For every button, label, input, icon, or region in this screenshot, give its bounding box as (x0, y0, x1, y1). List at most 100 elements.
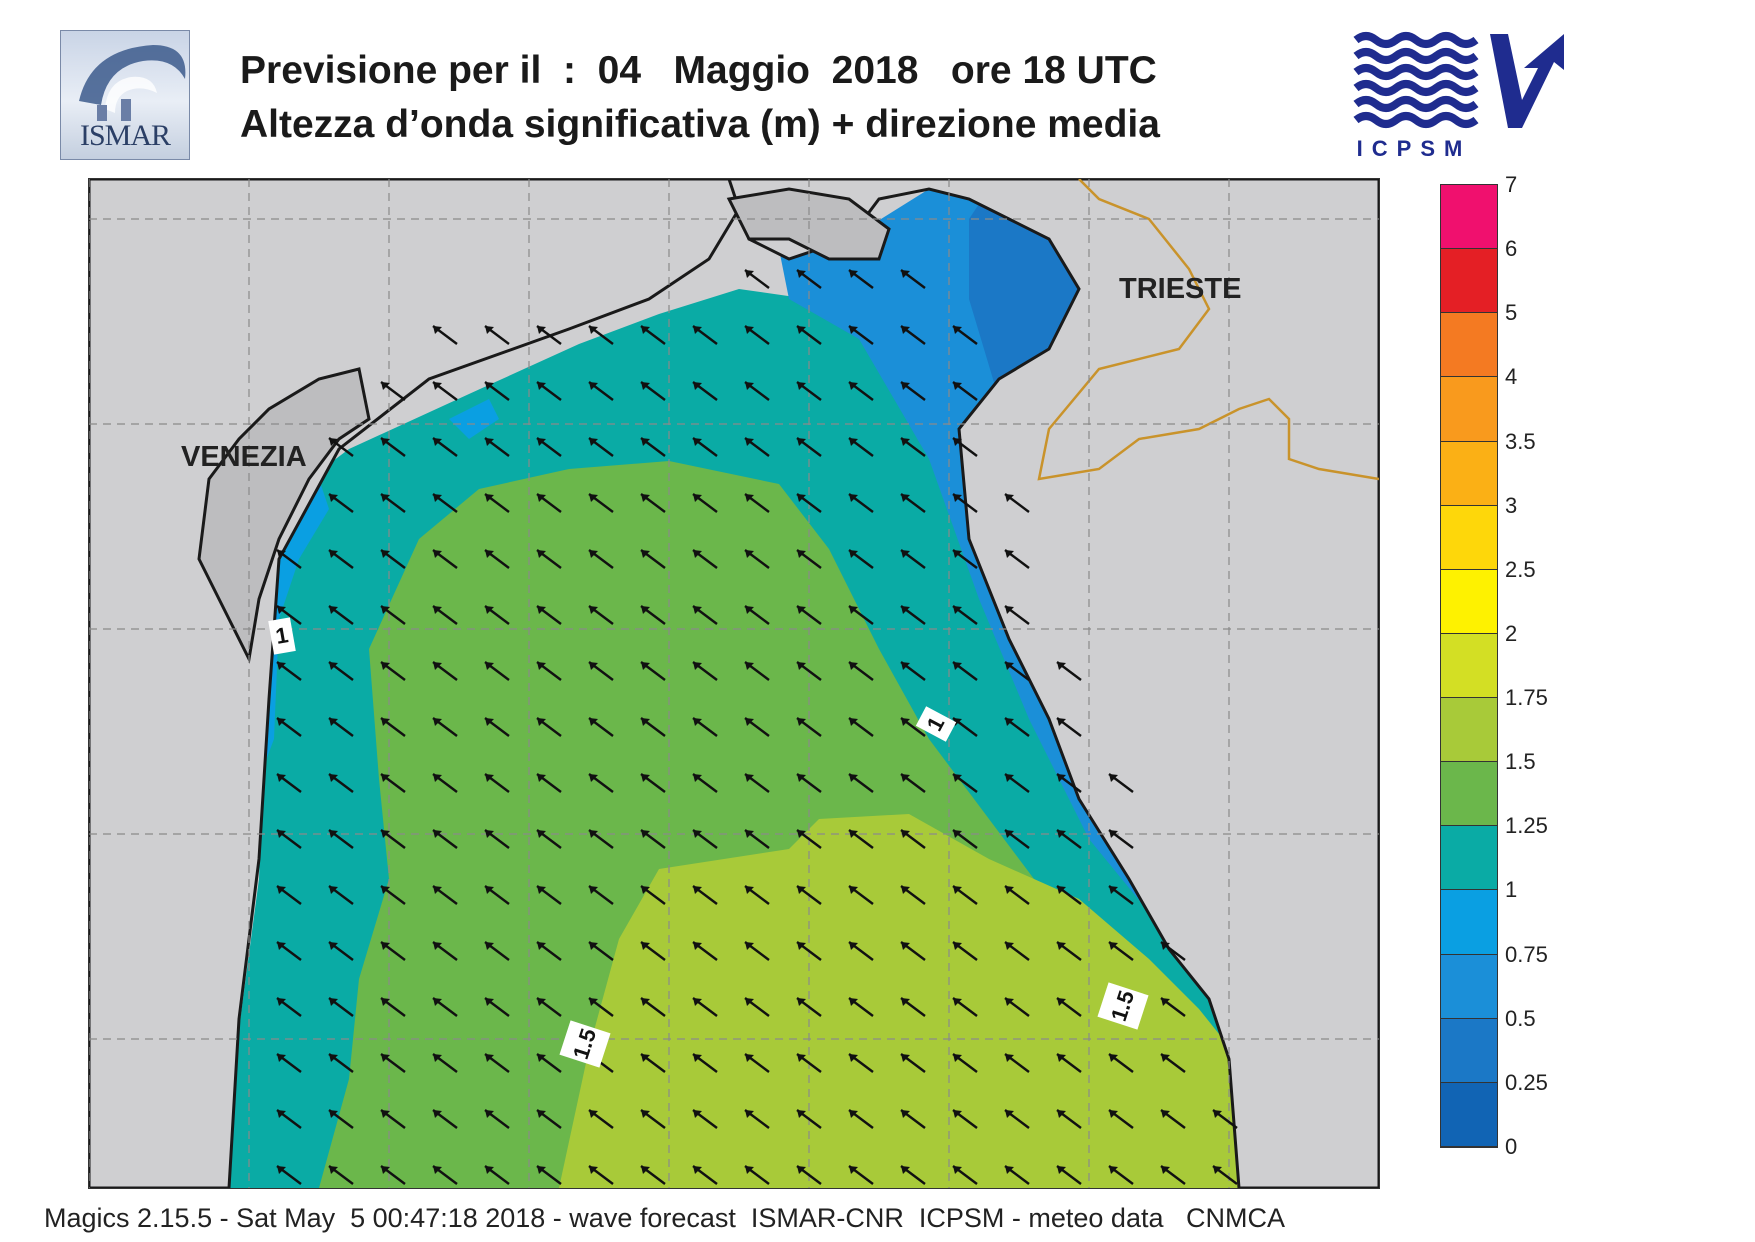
wave-direction-arrow (1004, 941, 1030, 961)
wave-direction-arrow (536, 717, 562, 737)
wave-direction-arrow (328, 717, 354, 737)
wave-direction-arrow (536, 437, 562, 457)
wave-direction-arrow (432, 437, 458, 457)
wave-direction-arrow (900, 325, 926, 345)
wave-direction-arrow (796, 549, 822, 569)
wave-direction-arrow (692, 493, 718, 513)
wave-direction-arrow (1108, 1165, 1134, 1185)
wave-direction-arrow (484, 1109, 510, 1129)
wave-direction-arrow (276, 1053, 302, 1073)
wave-direction-arrow (484, 885, 510, 905)
wave-direction-arrow (1056, 661, 1082, 681)
wave-direction-arrow (900, 1053, 926, 1073)
legend-tick-label: 7 (1505, 172, 1518, 197)
wave-direction-arrow (900, 773, 926, 793)
wave-direction-arrow (744, 829, 770, 849)
wave-direction-arrow (276, 1109, 302, 1129)
wave-direction-arrow (328, 1109, 354, 1129)
wave-direction-arrow (536, 829, 562, 849)
wave-direction-arrow (640, 773, 666, 793)
legend-tick-label: 3.5 (1505, 428, 1536, 454)
legend-tick-label: 0.5 (1505, 1005, 1536, 1031)
wave-direction-arrow (900, 829, 926, 849)
wave-direction-arrow (848, 437, 874, 457)
wave-direction-arrow (744, 269, 770, 289)
wave-direction-arrow (1004, 661, 1030, 681)
wave-direction-arrow (796, 1165, 822, 1185)
footer-credits: Magics 2.15.5 - Sat May 5 00:47:18 2018 … (44, 1203, 1285, 1233)
wave-direction-arrow (380, 661, 406, 681)
wave-direction-arrow (484, 605, 510, 625)
wave-direction-arrow (588, 437, 614, 457)
wave-direction-arrow (1004, 493, 1030, 513)
wave-direction-arrow (744, 773, 770, 793)
wave-direction-arrow (484, 437, 510, 457)
wave-direction-arrow (484, 1053, 510, 1073)
wave-direction-arrow (848, 997, 874, 1017)
wave-direction-arrow (1160, 1165, 1186, 1185)
legend-band (1441, 1018, 1497, 1083)
wave-direction-arrow (380, 1165, 406, 1185)
wave-direction-arrow (328, 437, 354, 457)
legend-band (1441, 890, 1497, 955)
wave-direction-arrow (276, 773, 302, 793)
wave-direction-arrow (1108, 941, 1134, 961)
wave-direction-arrow (432, 1109, 458, 1129)
wave-direction-arrow (848, 1109, 874, 1129)
wave-direction-arrow (796, 605, 822, 625)
wave-direction-arrow (952, 997, 978, 1017)
wave-direction-arrow (640, 549, 666, 569)
wave-direction-arrow (1004, 1109, 1030, 1129)
wave-direction-arrow (796, 997, 822, 1017)
legend-tick-label: 6 (1505, 236, 1518, 262)
wave-direction-arrow (900, 605, 926, 625)
wave-direction-arrow (588, 493, 614, 513)
city-label-trieste: TRIESTE (1119, 273, 1242, 305)
wave-direction-arrow (692, 549, 718, 569)
wave-direction-arrow (952, 1165, 978, 1185)
wave-direction-arrow (536, 773, 562, 793)
wave-direction-arrow (484, 997, 510, 1017)
legend-band (1441, 1082, 1497, 1147)
wave-direction-arrow (796, 1109, 822, 1129)
wave-direction-arrow (848, 605, 874, 625)
wave-direction-arrow (1004, 773, 1030, 793)
wave-direction-arrow (432, 549, 458, 569)
wave-direction-arrow (432, 717, 458, 737)
wave-direction-arrow (276, 829, 302, 849)
wave-direction-arrow (1004, 885, 1030, 905)
title-line-2: Altezza d’onda significativa (m) + direz… (240, 103, 1160, 146)
wave-direction-arrow (952, 381, 978, 401)
wave-direction-arrow (796, 325, 822, 345)
wave-direction-arrow (1056, 1053, 1082, 1073)
wave-direction-arrow (276, 997, 302, 1017)
wave-direction-arrow (328, 605, 354, 625)
wave-direction-arrow (796, 773, 822, 793)
wave-direction-arrow (536, 325, 562, 345)
wave-direction-arrow (276, 717, 302, 737)
wave-direction-arrow (536, 381, 562, 401)
legend-band (1441, 954, 1497, 1019)
wave-direction-arrow (640, 717, 666, 737)
icpsm-logo-text: ICPSM (1356, 136, 1472, 161)
wave-direction-arrow (952, 661, 978, 681)
wave-direction-arrow (952, 493, 978, 513)
wave-direction-arrow (1212, 1165, 1238, 1185)
legend-band (1441, 505, 1497, 570)
wave-direction-arrow (588, 1165, 614, 1185)
friuli-land (727, 179, 1379, 1188)
wave-direction-arrow (380, 773, 406, 793)
wave-direction-arrow (1160, 1109, 1186, 1129)
wave-direction-arrow (900, 1165, 926, 1185)
wave-direction-arrow (640, 1165, 666, 1185)
wave-direction-arrow (484, 717, 510, 737)
wave-direction-arrow (744, 997, 770, 1017)
wave-direction-arrow (1056, 885, 1082, 905)
wave-direction-arrow (1056, 717, 1082, 737)
wave-direction-arrow (744, 1165, 770, 1185)
wave-direction-arrow (744, 605, 770, 625)
wave-direction-arrow (796, 885, 822, 905)
wave-direction-arrow (536, 605, 562, 625)
ismar-swirl-icon (79, 45, 186, 121)
legend-tick-label: 5 (1505, 300, 1518, 326)
